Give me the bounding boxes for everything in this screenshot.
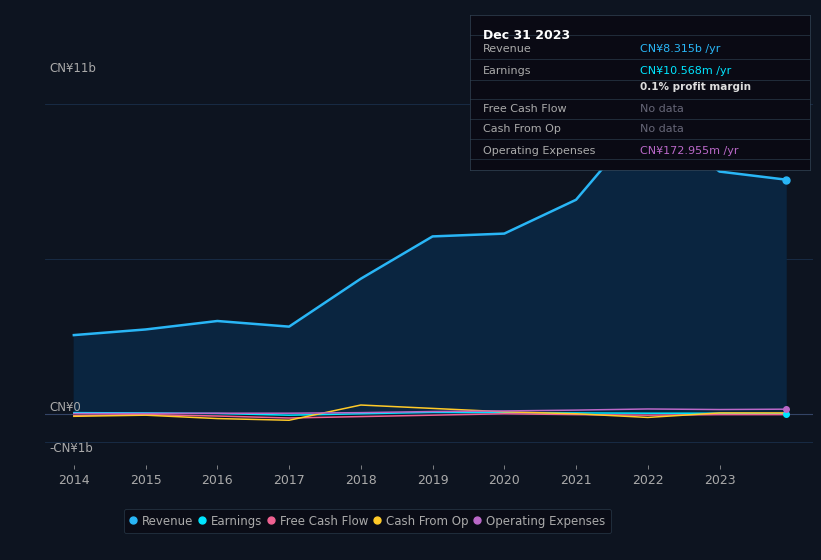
Text: Operating Expenses: Operating Expenses bbox=[484, 146, 595, 156]
Text: CN¥11b: CN¥11b bbox=[49, 62, 96, 74]
Text: Earnings: Earnings bbox=[484, 66, 532, 76]
Legend: Revenue, Earnings, Free Cash Flow, Cash From Op, Operating Expenses: Revenue, Earnings, Free Cash Flow, Cash … bbox=[124, 508, 611, 534]
Text: CN¥10.568m /yr: CN¥10.568m /yr bbox=[640, 66, 731, 76]
Text: CN¥8.315b /yr: CN¥8.315b /yr bbox=[640, 44, 720, 54]
Text: CN¥0: CN¥0 bbox=[49, 401, 80, 414]
Text: 0.1% profit margin: 0.1% profit margin bbox=[640, 82, 750, 92]
Text: CN¥172.955m /yr: CN¥172.955m /yr bbox=[640, 146, 738, 156]
Text: Free Cash Flow: Free Cash Flow bbox=[484, 104, 566, 114]
Text: Revenue: Revenue bbox=[484, 44, 532, 54]
Text: No data: No data bbox=[640, 104, 683, 114]
Text: Dec 31 2023: Dec 31 2023 bbox=[484, 29, 571, 42]
Text: -CN¥1b: -CN¥1b bbox=[49, 442, 93, 455]
Text: No data: No data bbox=[640, 124, 683, 134]
Text: Cash From Op: Cash From Op bbox=[484, 124, 561, 134]
